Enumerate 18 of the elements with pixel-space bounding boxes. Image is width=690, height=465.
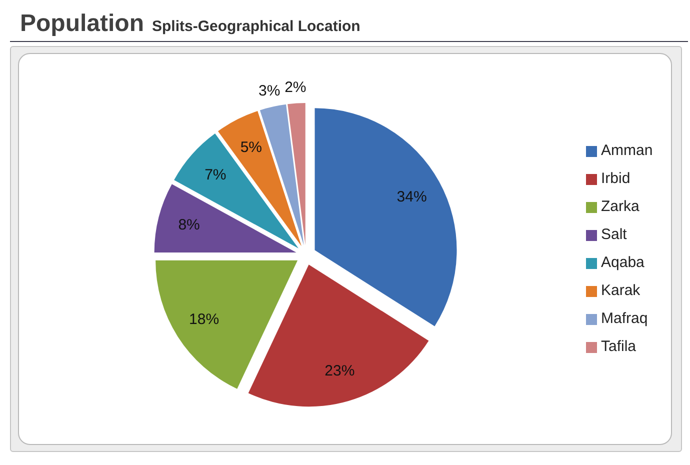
data-label: 2% bbox=[284, 78, 306, 96]
data-label: 8% bbox=[178, 216, 200, 234]
legend-label: Irbid bbox=[601, 170, 630, 187]
data-label: 5% bbox=[240, 138, 262, 156]
legend-label: Salt bbox=[601, 226, 627, 243]
data-label: 3% bbox=[258, 82, 280, 100]
chart-subtitle: Splits-Geographical Location bbox=[152, 18, 360, 35]
data-label: 7% bbox=[204, 166, 226, 184]
legend-label: Mafraq bbox=[601, 310, 648, 327]
legend-label: Tafila bbox=[601, 338, 636, 355]
legend-label: Karak bbox=[601, 282, 640, 299]
legend-label: Aqaba bbox=[601, 254, 644, 271]
legend-label: Zarka bbox=[601, 198, 640, 215]
data-label: 23% bbox=[324, 362, 355, 380]
chart-title: Population bbox=[20, 10, 144, 37]
legend-label: Amman bbox=[601, 142, 653, 159]
data-label: 18% bbox=[189, 311, 220, 328]
data-label: 34% bbox=[396, 188, 427, 206]
